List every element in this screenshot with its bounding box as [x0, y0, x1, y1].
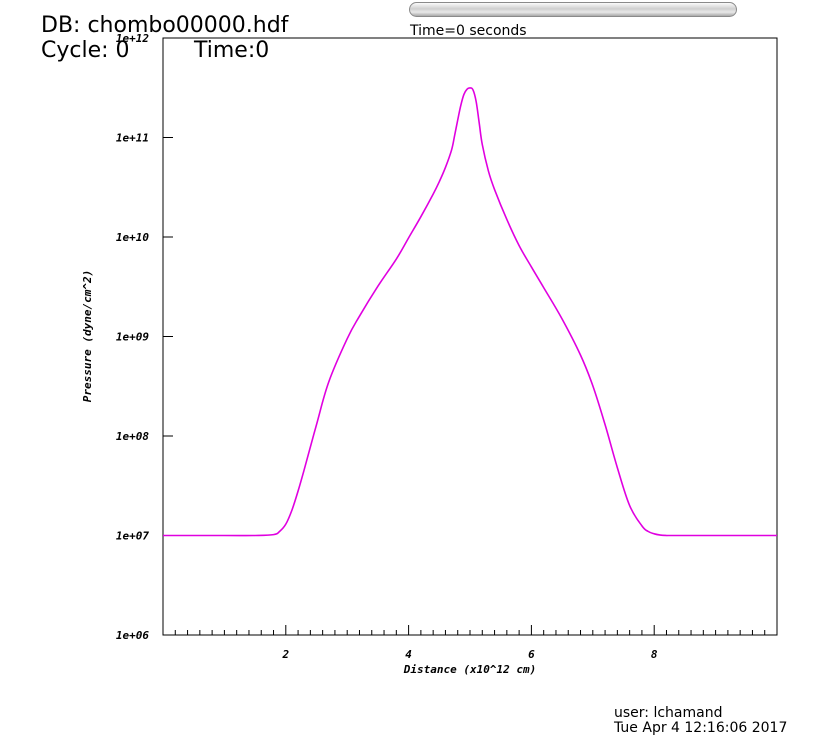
y-tick-labels: 1e+06 1e+07 1e+08 1e+09 1e+10 1e+11 1e+12 [116, 32, 149, 642]
y-tick-label: 1e+09 [116, 331, 149, 344]
plot-frame [162, 37, 778, 636]
time-slider[interactable] [409, 2, 737, 17]
y-tick-label: 1e+07 [116, 530, 149, 543]
time-slider-caption: Time=0 seconds [410, 23, 527, 39]
y-tick-label: 1e+06 [116, 629, 149, 642]
timestamp-label: Tue Apr 4 12:16:06 2017 [614, 720, 788, 736]
y-tick-label: 1e+08 [116, 430, 149, 443]
user-label: user: lchamand [614, 705, 723, 721]
database-title: DB: chombo00000.hdf [41, 13, 289, 38]
time-label: Time:0 [194, 38, 270, 63]
x-tick-labels: 2 4 6 8 [281, 648, 657, 661]
pressure-curve [163, 87, 777, 537]
y-axis-title: Pressure (dyne/cm^2) [81, 270, 94, 402]
y-tick-label: 1e+12 [116, 32, 149, 45]
y-ticks [163, 37, 173, 636]
y-tick-label: 1e+11 [116, 132, 149, 145]
x-tick-label: 6 [528, 648, 535, 661]
x-tick-label: 2 [281, 648, 289, 661]
x-tick-label: 8 [651, 648, 658, 661]
x-axis-title: Distance (x10^12 cm) [403, 663, 536, 676]
cycle-label: Cycle: 0 [41, 38, 130, 63]
y-tick-label: 1e+10 [116, 231, 149, 244]
x-tick-label: 4 [405, 648, 412, 661]
x-minor-ticks [174, 630, 766, 635]
x-major-ticks [285, 625, 655, 635]
